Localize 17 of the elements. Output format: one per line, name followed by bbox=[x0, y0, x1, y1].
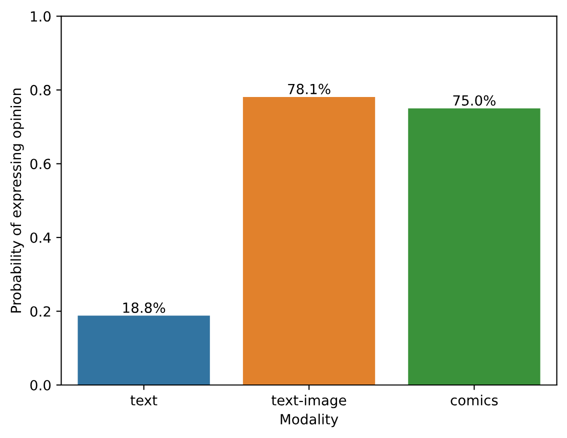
y-tick-label: 0.0 bbox=[30, 380, 51, 390]
y-tick-label: 0.4 bbox=[30, 232, 51, 243]
data-label: 78.1% bbox=[288, 84, 330, 94]
data-label: 18.8% bbox=[123, 302, 166, 313]
y-tick-label: 0.2 bbox=[30, 306, 50, 317]
y-tick-label: 1.0 bbox=[30, 11, 51, 22]
x-tick-label: text bbox=[130, 396, 158, 406]
y-tick-label: 0.6 bbox=[30, 158, 51, 170]
x-tick-label: text-image bbox=[272, 394, 346, 408]
data-label: 75.0% bbox=[453, 95, 496, 106]
x-axis-title: Modality bbox=[280, 414, 338, 428]
x-tick-label: comics bbox=[450, 394, 498, 406]
bar bbox=[78, 316, 210, 385]
bar bbox=[242, 96, 376, 385]
y-tick-label: 0.8 bbox=[30, 84, 51, 96]
y-axis-title: Probability of expressing opinion bbox=[10, 88, 24, 312]
bar bbox=[408, 108, 540, 385]
